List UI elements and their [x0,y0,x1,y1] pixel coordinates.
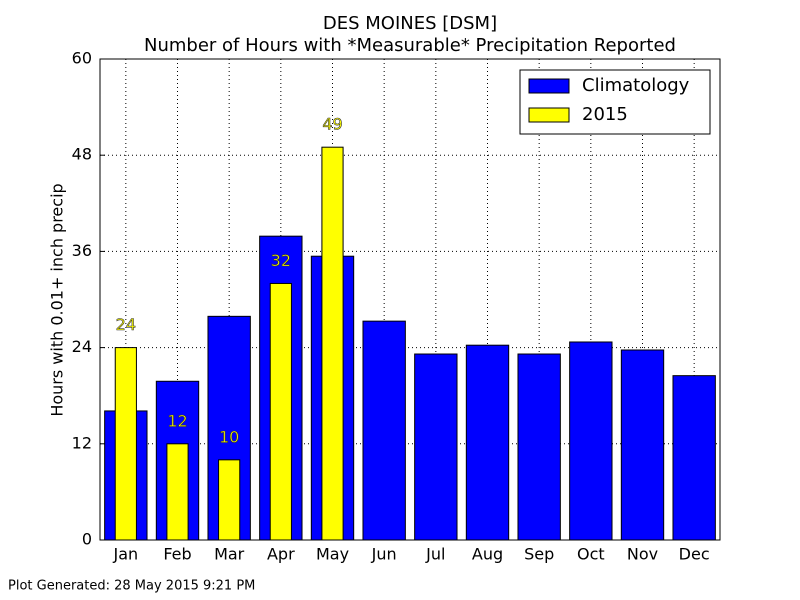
x-tick-label: Feb [163,545,191,564]
y-tick-label: 60 [72,49,92,68]
bar [672,375,716,541]
data-label: 12 [167,411,187,430]
bar [166,443,189,541]
x-tick-label: Jul [425,545,445,564]
legend-label: Climatology [582,75,690,96]
y-tick-label: 0 [82,530,92,549]
x-tick-label: Dec [679,545,710,564]
y-tick-label: 24 [72,337,92,356]
x-tick-label: Apr [267,545,295,564]
x-tick-label: Aug [472,545,503,564]
x-tick-label: Mar [214,545,245,564]
chart-title: DES MOINES [DSM] [323,13,497,34]
legend-swatch [528,78,570,94]
bar [362,320,406,541]
y-tick-label: 48 [72,145,92,164]
annotation: Plot Generated: 28 May 2015 9:21 PM [8,579,255,594]
data-label: 24 [116,315,136,334]
x-tick-label: May [316,545,349,564]
legend-label: 2015 [582,104,628,125]
bar [321,146,344,541]
plot-frame [99,58,721,541]
data-label: 32 [271,251,291,270]
x-tick-label: Jun [371,545,397,564]
data-label: 10 [219,427,239,446]
bar [114,347,137,541]
bar [465,344,510,541]
x-tick-label: Nov [627,545,658,564]
x-tick-label: Jan [112,545,138,564]
chart-subtitle: Number of Hours with *Measurable* Precip… [144,35,676,56]
data-label: 49 [322,115,342,134]
x-tick-label: Sep [524,545,554,564]
bar [517,353,561,541]
y-axis-label: Hours with 0.01+ inch precip [48,183,67,416]
x-tick-label: Oct [577,545,605,564]
y-tick-label: 12 [72,433,92,452]
bar [218,459,241,541]
bar [269,282,292,541]
bar [569,341,613,541]
bar [414,353,458,541]
legend-swatch [528,107,570,123]
bar [620,349,665,541]
y-tick-label: 36 [72,241,92,260]
